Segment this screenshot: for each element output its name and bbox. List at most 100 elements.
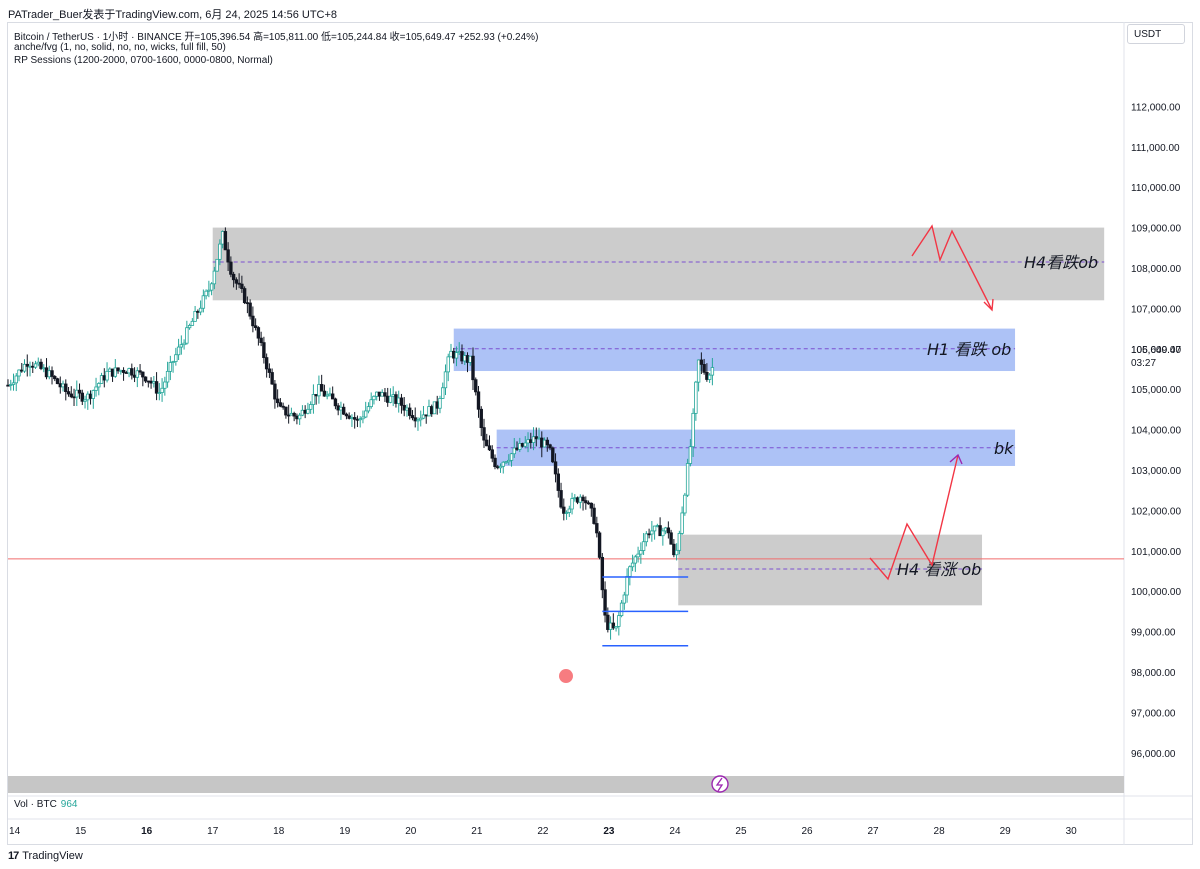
candle-body <box>322 390 327 397</box>
time-tick-label: 16 <box>141 826 153 837</box>
candle-body <box>182 342 186 346</box>
volume-legend[interactable]: Vol · BTC 964 <box>14 799 77 810</box>
candle-body <box>11 382 16 385</box>
price-tick-label: 101,000.00 <box>1131 547 1181 558</box>
candle-body <box>366 406 371 412</box>
price-tick-label: 112,000.00 <box>1131 102 1181 113</box>
candle-body <box>363 410 368 418</box>
candle-body <box>633 556 638 564</box>
candle-body <box>146 380 151 383</box>
candle-body <box>556 473 560 491</box>
price-tick-label: 99,000.00 <box>1131 628 1176 639</box>
candle-body <box>36 361 40 365</box>
zone-label-1: H1 看跌 ob <box>927 340 1011 359</box>
candle-body <box>449 350 453 358</box>
candle-body <box>289 412 294 416</box>
zone-3 <box>678 534 983 606</box>
candle-body <box>209 283 214 291</box>
price-tick-label: 107,000.00 <box>1131 304 1181 315</box>
candle-body <box>256 327 261 339</box>
candle-body <box>292 412 296 417</box>
candle-body <box>534 436 538 440</box>
indicator-fvg-legend[interactable]: anche/fvg (1, no, solid, no, no, wicks, … <box>14 42 226 53</box>
candle-body <box>240 283 244 289</box>
zone-0 <box>212 227 1105 301</box>
candle-body <box>479 408 483 429</box>
lightning-icon[interactable] <box>711 775 729 793</box>
candle-body <box>641 541 646 551</box>
candle-body <box>237 282 241 285</box>
candle-body <box>696 359 701 383</box>
candle-body <box>600 556 605 591</box>
candle-body <box>608 622 613 630</box>
candle-body <box>691 412 695 448</box>
time-tick-label: 24 <box>669 826 681 837</box>
candle-body <box>652 525 657 532</box>
candle-body <box>58 383 62 388</box>
candle-body <box>314 394 318 397</box>
candle-body <box>694 381 698 414</box>
candle-body <box>545 439 549 446</box>
candle-body <box>77 389 82 394</box>
candle-body <box>559 490 563 508</box>
volume-value: 964 <box>60 799 78 810</box>
candle-body <box>551 447 555 463</box>
candle-body <box>443 371 448 389</box>
candle-body <box>245 302 250 305</box>
symbol-legend[interactable]: Bitcoin / TetherUS · 1小时 · BINANCE 开=105… <box>14 32 539 43</box>
price-tick-label: 111,000.00 <box>1131 143 1180 154</box>
price-tick-label: 102,000.00 <box>1131 506 1181 517</box>
candle-body <box>215 258 219 272</box>
candle-body <box>229 261 233 275</box>
candle-body <box>116 367 120 372</box>
candle-body <box>702 364 706 373</box>
price-tick-label: 96,000.00 <box>1131 749 1176 760</box>
candle-body <box>374 391 379 397</box>
candle-body <box>22 363 27 372</box>
indicator-sessions-legend[interactable]: RP Sessions (1200-2000, 0700-1600, 0000-… <box>14 55 273 66</box>
candle-body <box>471 355 475 381</box>
candle-body <box>380 392 384 397</box>
candle-body <box>507 459 511 463</box>
candle-body <box>410 415 415 419</box>
price-tick-label: 105,000.00 <box>1131 385 1181 396</box>
candle-body <box>143 376 148 382</box>
candle-body <box>9 384 13 386</box>
candle-body <box>55 378 60 385</box>
candle-body <box>17 369 21 377</box>
candle-body <box>683 494 687 514</box>
candle-body <box>42 367 46 370</box>
candle-body <box>636 553 640 558</box>
time-tick-label: 17 <box>207 826 219 837</box>
candle-body <box>490 449 494 459</box>
tradingview-branding[interactable]: 17 TradingView <box>8 850 83 862</box>
candle-body <box>97 383 101 388</box>
candle-body <box>113 367 118 377</box>
countdown-label: 03:27 <box>1131 358 1156 369</box>
candle-body <box>639 550 643 555</box>
candle-body <box>306 408 310 414</box>
candle-body <box>531 436 536 443</box>
candle-body <box>295 415 299 420</box>
candle-body <box>512 447 516 455</box>
candle-body <box>127 368 131 374</box>
candle-body <box>110 368 115 377</box>
price-tick-label: 103,000.00 <box>1131 466 1181 477</box>
candle-body <box>204 290 208 297</box>
candle-body <box>212 270 217 285</box>
candle-body <box>586 502 591 505</box>
candle-body <box>319 384 324 392</box>
candle-body <box>523 442 527 447</box>
candle-body <box>102 375 107 381</box>
candle-body <box>176 346 181 356</box>
currency-button[interactable]: USDT <box>1127 24 1185 44</box>
price-tick-label: 104,000.00 <box>1131 426 1181 437</box>
candle-body <box>165 370 170 383</box>
candle-body <box>160 387 164 393</box>
candle-body <box>201 295 206 309</box>
candle-body <box>504 461 508 464</box>
bearish-projection-path <box>911 224 993 311</box>
candle-body <box>468 355 472 363</box>
tradingview-logo-icon: 17 <box>8 850 19 862</box>
